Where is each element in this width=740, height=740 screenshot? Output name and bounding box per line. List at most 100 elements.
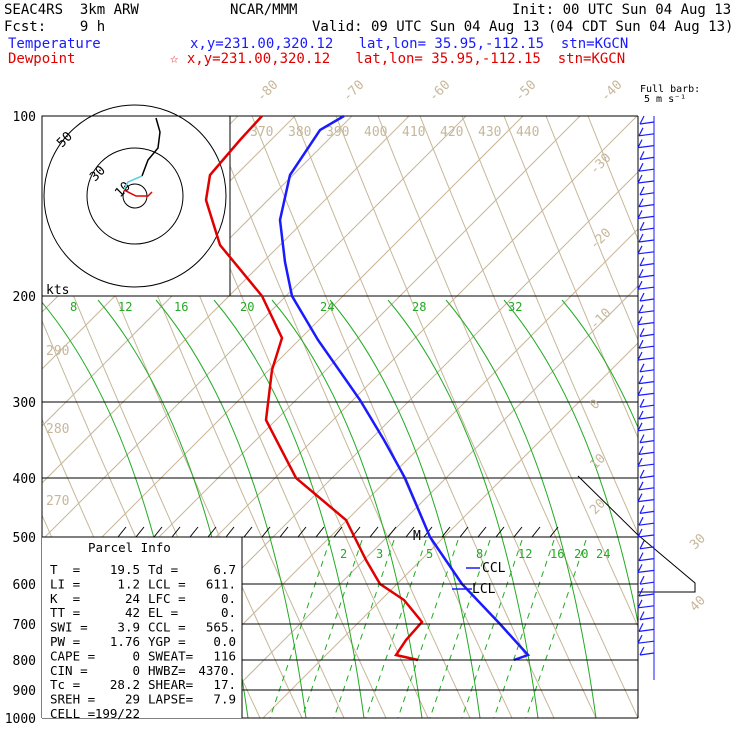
dewpoint-profile bbox=[204, 115, 424, 662]
parcel-info-key: Td = bbox=[148, 562, 178, 577]
parcel-info-key: PW = bbox=[50, 634, 80, 649]
parcel-info-key: T = bbox=[50, 562, 80, 577]
wind-barb-flag bbox=[638, 233, 644, 243]
moist-adiabat-line bbox=[329, 299, 481, 718]
wind-barb bbox=[637, 534, 655, 538]
moist-adiabat-label: 20 bbox=[240, 300, 254, 314]
wind-barb bbox=[637, 463, 655, 467]
mixing-ratio-line bbox=[493, 539, 555, 718]
wind-barb bbox=[637, 322, 655, 326]
wind-barb bbox=[639, 263, 655, 267]
wind-barb-flag bbox=[637, 457, 643, 467]
dry-adiabat-line bbox=[503, 116, 638, 718]
hodograph-trace-mid bbox=[123, 175, 143, 191]
wind-barb bbox=[638, 204, 655, 208]
hatch-mark bbox=[279, 526, 289, 538]
wind-barb bbox=[637, 357, 655, 361]
wind-barb-flag bbox=[639, 575, 645, 585]
hatch-mark bbox=[117, 526, 127, 538]
dewpoint-location: ☆ x,y=231.00,320.12 lat,lon= 35.95,-112.… bbox=[170, 51, 626, 67]
moist-adiabat-label: 16 bbox=[174, 300, 188, 314]
wind-barb-flag bbox=[637, 634, 643, 644]
wind-barb bbox=[637, 215, 655, 219]
parcel-info-key: SREH = bbox=[50, 692, 95, 707]
wind-barb bbox=[638, 628, 655, 632]
pressure-tick-label: 1000 bbox=[5, 712, 36, 727]
wind-barb bbox=[638, 522, 655, 526]
wind-barb bbox=[639, 369, 655, 373]
wind-barb-flag bbox=[637, 351, 643, 361]
parcel-info-key: Tc = bbox=[50, 677, 80, 692]
wind-barb-flag bbox=[639, 257, 645, 266]
parcel-info-value: 7.9 bbox=[213, 692, 236, 707]
parcel-info-value: 0 bbox=[132, 663, 140, 678]
hatch-mark bbox=[531, 526, 541, 538]
wind-barb bbox=[639, 617, 655, 621]
wind-barb bbox=[639, 156, 655, 160]
mixing-ratio-label: 12 bbox=[518, 547, 532, 561]
wind-barb bbox=[639, 546, 655, 550]
mixing-ratio-label: 16 bbox=[550, 547, 564, 561]
theta-label: 400 bbox=[364, 125, 387, 140]
hodograph-units-label: kts bbox=[46, 283, 69, 298]
mixing-ratio-line bbox=[397, 539, 459, 718]
wind-barb-flag bbox=[637, 210, 643, 219]
wind-barb bbox=[637, 392, 655, 396]
hodograph-ring bbox=[43, 104, 227, 288]
parcel-info-value: 42 bbox=[125, 605, 140, 620]
barb-title: Full barb: bbox=[640, 84, 701, 95]
wind-barb-flag bbox=[637, 493, 643, 502]
mixing-ratio-label: 20 bbox=[574, 547, 588, 561]
wind-barb-flag bbox=[638, 198, 644, 207]
hatch-mark bbox=[207, 526, 217, 538]
hatch-mark bbox=[387, 526, 397, 538]
wind-barb-flag bbox=[638, 375, 644, 384]
wind-barb bbox=[639, 192, 655, 196]
mixing-marker: M bbox=[413, 529, 421, 544]
parcel-info-title: Parcel Info bbox=[88, 540, 171, 555]
mixing-ratio-label: 3 bbox=[376, 547, 383, 561]
wind-barb bbox=[637, 145, 655, 149]
pressure-tick-label: 200 bbox=[13, 290, 36, 305]
hatch-mark bbox=[333, 526, 343, 538]
moist-adiabat-label: 32 bbox=[508, 300, 522, 314]
wind-barb bbox=[637, 569, 655, 573]
hatch-mark bbox=[225, 526, 235, 538]
isotherm-label: 40 bbox=[687, 593, 709, 615]
wind-barb bbox=[639, 510, 655, 514]
hatch-mark bbox=[495, 526, 505, 538]
wind-barb-flag bbox=[638, 269, 644, 278]
wind-barb-flag bbox=[639, 186, 645, 196]
parcel-info-key: SWEAT= bbox=[148, 648, 193, 663]
theta-label: 370 bbox=[250, 125, 273, 140]
wind-barb-flag bbox=[637, 599, 643, 609]
wind-barb-flag bbox=[638, 446, 644, 455]
wind-barb-flag bbox=[637, 422, 643, 432]
wind-barb-flag bbox=[638, 410, 644, 420]
hodograph-box bbox=[41, 115, 231, 297]
wind-barb-flag bbox=[638, 552, 644, 561]
moist-adiabat-line bbox=[271, 299, 423, 718]
isotherm-label: -80 bbox=[254, 78, 281, 105]
parcel-info-value: 6.7 bbox=[213, 562, 236, 577]
hatch-mark bbox=[261, 526, 271, 538]
pressure-tick-label: 600 bbox=[13, 578, 36, 593]
theta-label: 390 bbox=[326, 125, 349, 140]
isotherm-line bbox=[148, 116, 638, 718]
theta-label: 380 bbox=[288, 125, 311, 140]
mixing-ratio-label: 2 bbox=[340, 547, 347, 561]
theta-label: 270 bbox=[46, 494, 69, 509]
moist-adiabat-line bbox=[445, 299, 597, 718]
forecast-hour: Fcst: 9 h bbox=[4, 19, 106, 35]
parcel-info-key: CAPE = bbox=[50, 648, 95, 663]
isotherm-line bbox=[42, 116, 353, 718]
hatch-mark bbox=[441, 526, 451, 538]
moist-adiabat-line bbox=[387, 299, 539, 718]
dry-adiabat-line bbox=[293, 116, 555, 718]
parcel-info-value: 0. bbox=[221, 591, 236, 606]
mixing-ratio-line bbox=[461, 539, 523, 718]
pressure-tick-label: 400 bbox=[13, 472, 36, 487]
isotherm-line bbox=[42, 116, 524, 718]
dry-adiabat-line bbox=[545, 116, 638, 718]
